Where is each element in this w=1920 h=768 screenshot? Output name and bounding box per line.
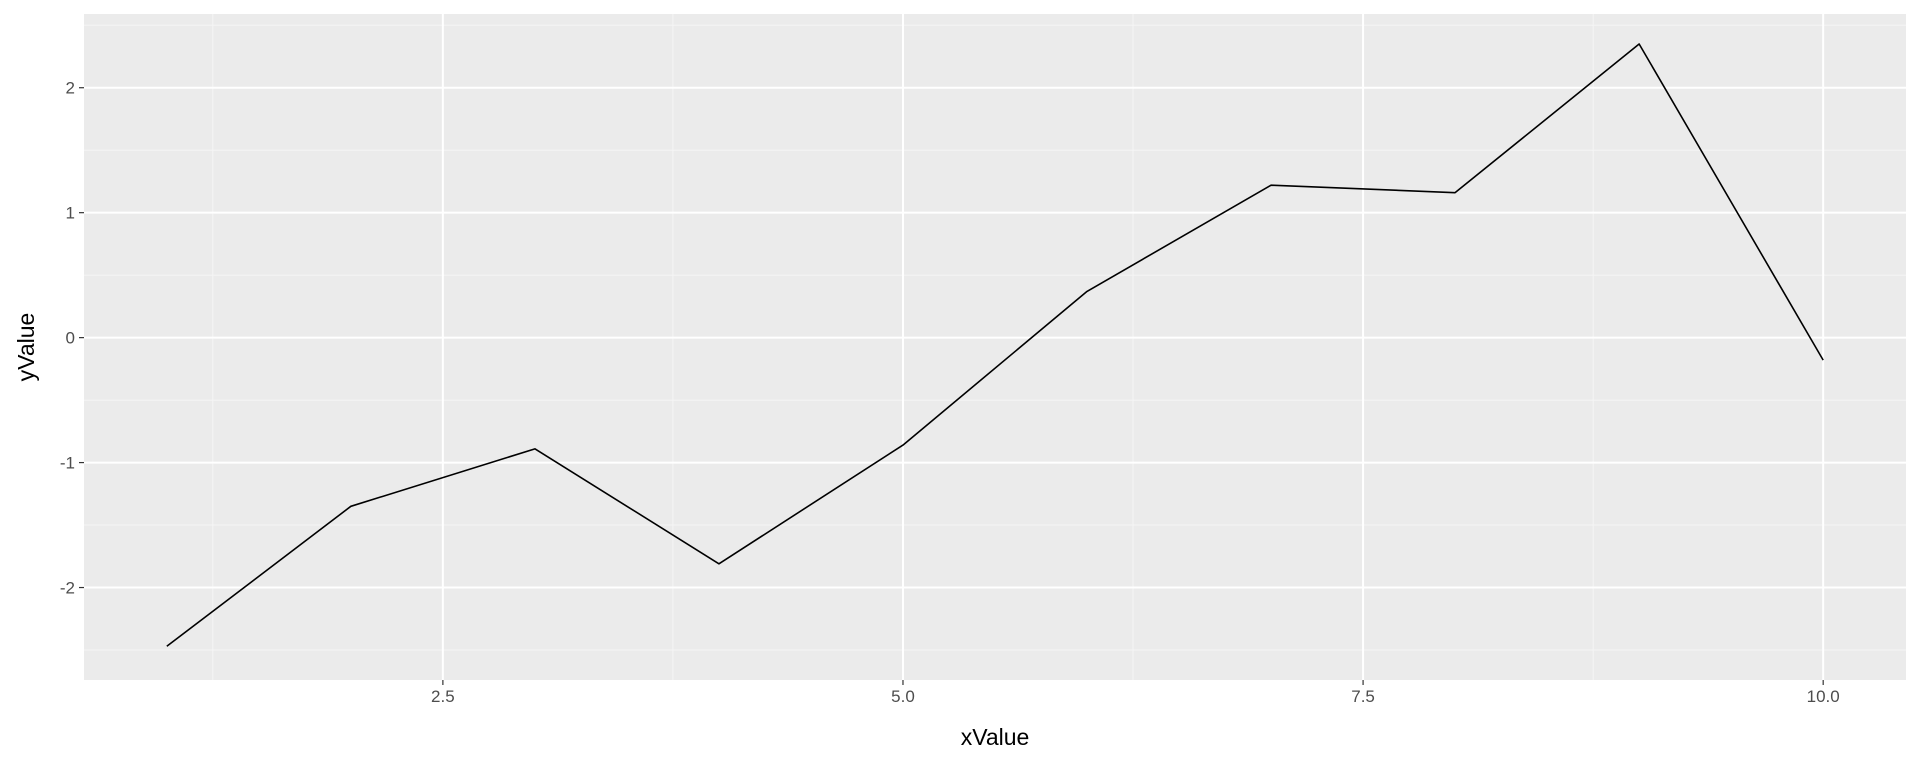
plot-panel [84,14,1906,680]
y-tick-label: -1 [60,454,75,473]
major-gridlines [84,14,1906,680]
series-layer [166,43,1824,647]
x-tick-label: 7.5 [1351,687,1375,706]
y-axis: 2 1 0 -1 -2 [60,79,84,598]
x-tick-label: 10.0 [1807,687,1840,706]
series-line-1 [166,43,1824,647]
minor-gridlines [84,14,1906,680]
y-tick-label: 2 [66,79,75,98]
y-tick-label: -2 [60,579,75,598]
y-tick-label: 1 [66,204,75,223]
x-axis: 2.5 5.0 7.5 10.0 [431,680,1840,706]
x-tick-label: 5.0 [891,687,915,706]
y-tick-label: 0 [66,329,75,348]
x-tick-label: 2.5 [431,687,455,706]
x-axis-title: xValue [961,724,1030,750]
y-axis-title: yValue [13,313,39,382]
